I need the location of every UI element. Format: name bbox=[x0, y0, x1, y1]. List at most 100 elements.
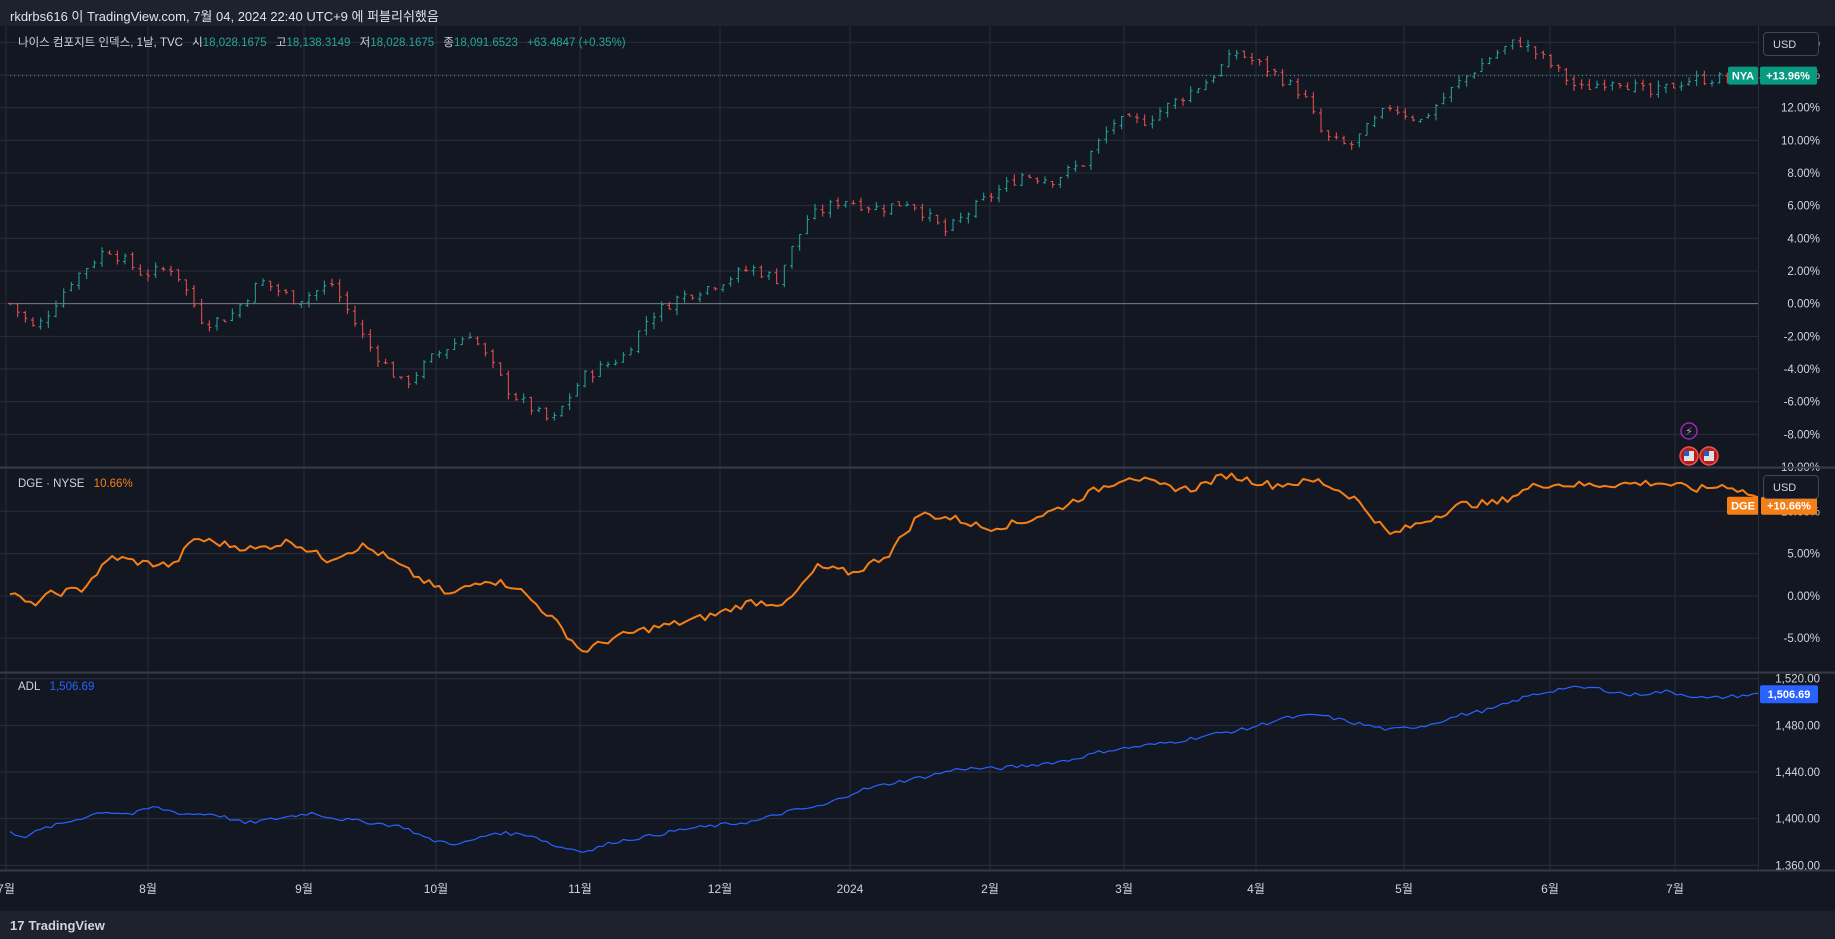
x-tick-label: 2월 bbox=[981, 882, 999, 896]
adl-name[interactable]: ADL bbox=[18, 681, 41, 693]
adl-value-badge bbox=[1760, 685, 1818, 704]
y-tick-label: 1,400.00 bbox=[1775, 814, 1820, 826]
ohlc-bar bbox=[1625, 82, 1630, 91]
ohlc-bar bbox=[889, 203, 894, 215]
dge-symbol-label: DGE bbox=[1731, 501, 1755, 513]
ohlc-bar bbox=[1319, 108, 1323, 133]
ohlc-bar bbox=[77, 272, 81, 290]
ohlc-bar bbox=[652, 312, 656, 330]
ohlc-bar bbox=[667, 301, 672, 310]
ohlc-bar bbox=[1533, 46, 1538, 60]
ohlc-bar bbox=[1012, 174, 1017, 186]
time-axis-background bbox=[0, 870, 1835, 911]
ohlc-bar bbox=[1717, 71, 1722, 84]
x-tick-label: 9월 bbox=[295, 882, 313, 896]
ohlc-bar bbox=[598, 361, 603, 378]
nya-symbol-label: NYA bbox=[1732, 71, 1754, 83]
pane-background bbox=[0, 469, 1835, 672]
ohlc-bar bbox=[1150, 115, 1155, 129]
tradingview-logo-icon: 17 bbox=[10, 918, 25, 933]
ohlc-bar bbox=[291, 290, 296, 305]
ohlc-bar bbox=[61, 288, 66, 308]
ohlc-bar bbox=[1196, 88, 1201, 94]
ohlc-bar bbox=[445, 349, 449, 360]
ohlc-bar bbox=[1165, 102, 1170, 118]
ohlc-bar bbox=[1541, 50, 1546, 59]
ohlc-bar bbox=[1426, 113, 1431, 119]
ohlc-bar bbox=[92, 260, 97, 269]
currency-button-dge[interactable]: USD bbox=[1763, 475, 1819, 499]
y-tick-label: 12.00% bbox=[1781, 103, 1820, 115]
dge-name[interactable]: DGE · NYSE bbox=[18, 478, 85, 490]
ohlc-bar bbox=[1710, 79, 1714, 87]
ohlc-bar bbox=[245, 299, 250, 308]
ohlc-bar bbox=[943, 218, 948, 237]
ohlc-bar bbox=[1418, 118, 1423, 123]
currency-button-main[interactable]: USD bbox=[1763, 32, 1819, 56]
x-tick-label: 8월 bbox=[139, 882, 157, 896]
ohlc-bar bbox=[130, 252, 135, 271]
ohlc-bar bbox=[935, 214, 940, 225]
adl-legend: ADL 1,506.69 bbox=[18, 681, 100, 693]
ohlc-bar bbox=[498, 362, 503, 377]
ohlc-bar bbox=[1288, 79, 1293, 86]
ohlc-bar bbox=[1073, 160, 1078, 172]
ohlc-bar bbox=[744, 265, 748, 272]
ohlc-bar bbox=[1618, 82, 1622, 89]
ohlc-bar bbox=[1480, 58, 1484, 73]
ohlc-bar bbox=[1050, 180, 1055, 188]
ohlc-bar bbox=[1656, 80, 1661, 98]
ohlc-bar bbox=[460, 336, 465, 345]
ohlc-bar bbox=[1119, 115, 1124, 130]
low-label: 저 bbox=[359, 37, 371, 49]
ohlc-bar bbox=[1250, 52, 1254, 65]
ohlc-bar bbox=[1020, 172, 1024, 187]
ohlc-bar bbox=[1158, 107, 1162, 121]
ohlc-bar bbox=[751, 264, 756, 276]
ohlc-bar bbox=[1457, 75, 1461, 89]
ohlc-bar bbox=[1587, 79, 1592, 91]
ohlc-bar bbox=[1204, 79, 1208, 91]
ohlc-bar bbox=[422, 359, 426, 380]
main-symbol[interactable]: 나이스 컴포지트 인덱스, 1날, TVC bbox=[18, 37, 183, 49]
y-tick-label: 0.00% bbox=[1787, 299, 1820, 311]
ohlc-bar bbox=[1043, 176, 1047, 184]
ohlc-bar bbox=[897, 201, 902, 207]
tradingview-logo[interactable]: 17 TradingView bbox=[10, 918, 105, 933]
ohlc-bar bbox=[836, 197, 840, 210]
ohlc-bar bbox=[1694, 70, 1699, 86]
ohlc-bar bbox=[1395, 105, 1400, 116]
ohlc-bar bbox=[1464, 75, 1469, 87]
ohlc-bar bbox=[1602, 79, 1607, 91]
ohlc-bar bbox=[161, 266, 166, 272]
ohlc-bar bbox=[1227, 49, 1231, 68]
ohlc-bar bbox=[1487, 57, 1492, 65]
ohlc-bar bbox=[544, 407, 549, 421]
ohlc-bar bbox=[337, 279, 342, 303]
lightning-event-icon bbox=[1680, 422, 1698, 440]
adl-value: 1,506.69 bbox=[49, 681, 95, 693]
ohlc-bar bbox=[368, 329, 373, 352]
x-tick-label: 7월 bbox=[1666, 882, 1684, 896]
ohlc-bar bbox=[1503, 45, 1507, 55]
x-tick-label: 2024 bbox=[837, 882, 864, 896]
ohlc-bar bbox=[391, 361, 396, 378]
ohlc-bar bbox=[644, 315, 649, 336]
y-tick-label: 1,440.00 bbox=[1775, 767, 1820, 779]
dge-value-label: +10.66% bbox=[1767, 501, 1811, 513]
ohlc-bar bbox=[882, 204, 886, 217]
ohlc-bar bbox=[912, 204, 917, 211]
ohlc-bar bbox=[169, 265, 173, 276]
ohlc-bar bbox=[1311, 92, 1316, 115]
ohlc-bar bbox=[100, 247, 104, 267]
ohlc-bar bbox=[199, 298, 204, 325]
ohlc-bar bbox=[399, 376, 403, 380]
y-tick-label: -2.00% bbox=[1784, 331, 1820, 343]
nya-value-badge bbox=[1760, 66, 1817, 85]
ohlc-bar bbox=[1004, 177, 1009, 192]
ohlc-bar bbox=[1303, 89, 1308, 98]
x-tick-label: 12월 bbox=[708, 882, 732, 896]
ohlc-bar bbox=[928, 208, 932, 222]
ohlc-bar bbox=[414, 371, 419, 385]
